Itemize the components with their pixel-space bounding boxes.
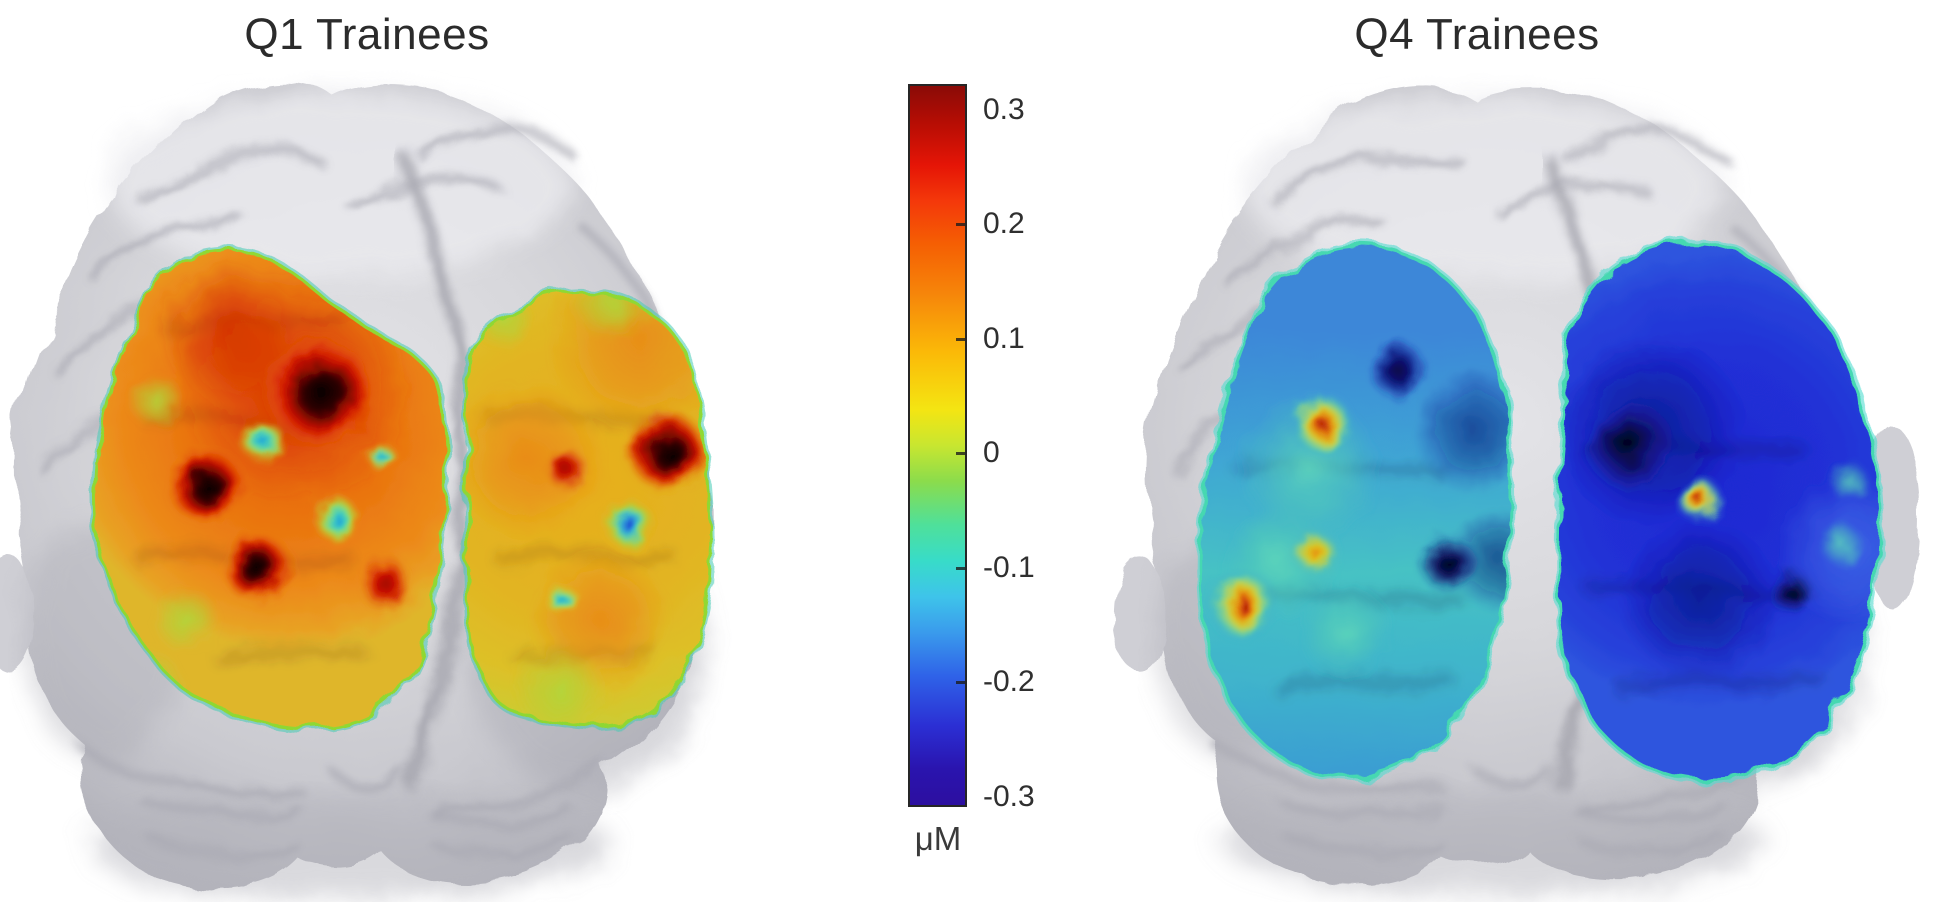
activation-spot-dark-smudge <box>1418 533 1478 593</box>
colorbar-tick-mark <box>956 567 965 570</box>
activation-spots-q4-left <box>1207 340 1510 695</box>
activation-spot-navy-wash <box>1448 508 1510 612</box>
activation-spot-navy-wash <box>1620 520 1780 680</box>
colorbar-tick-mark <box>956 223 965 226</box>
colorbar <box>908 84 967 807</box>
colorbar-tick-label: 0.1 <box>983 322 1025 355</box>
activation-spot-red-wash <box>158 262 298 402</box>
overlay-q4-left-hemisphere <box>1202 247 1552 775</box>
activation-spot-peak-red <box>358 556 414 612</box>
activation-spot-orange-on-blue <box>1292 529 1340 577</box>
activation-spot-orange-wash <box>468 382 606 538</box>
colorbar-tick-label: -0.2 <box>983 665 1035 698</box>
panel-title-q1: Q1 Trainees <box>244 10 490 59</box>
activation-spots-q1-right <box>468 293 710 725</box>
activation-spot-dip-cyan <box>312 494 360 542</box>
brain-q4 <box>1113 86 1927 897</box>
activation-spot-dip-cyan <box>241 419 285 463</box>
activation-spot-teal-patch <box>1828 460 1868 500</box>
activation-spot-dark-smudge <box>1585 400 1675 490</box>
activation-spot-green-patch <box>514 644 606 725</box>
activation-spot-peak-dark <box>221 532 293 604</box>
colorbar-unit-label: μM <box>914 820 962 857</box>
colorbar-tick-mark <box>956 452 965 455</box>
colorbar-tick-label: -0.1 <box>983 551 1035 584</box>
activation-spot-green-patch <box>572 293 652 342</box>
activation-spot-dip-navy <box>1368 340 1428 400</box>
activation-spot-orange-wash <box>547 293 710 435</box>
activation-spot-teal-patch <box>1820 523 1864 567</box>
activation-spot-peak-on-blue <box>1678 478 1722 522</box>
overlay-q4-right-hemisphere <box>1555 244 1927 779</box>
colorbar-tick-mark <box>956 681 965 684</box>
activation-spot-peak-red <box>543 446 587 490</box>
activation-spot-peak-dark <box>626 410 710 494</box>
colorbar-tick-label: 0.2 <box>983 207 1025 240</box>
activation-spot-teal-patch <box>1297 584 1393 680</box>
overlay-q1-right-hemisphere <box>450 245 737 736</box>
activation-spots-q4-right <box>1559 335 1879 695</box>
activation-spot-dip-cyan <box>546 584 578 616</box>
activation-spot-green-patch <box>128 372 184 428</box>
activation-spot-dip-blue <box>603 498 653 548</box>
colorbar-tick-label: 0.3 <box>983 93 1025 126</box>
colorbar-tick-label: -0.3 <box>983 780 1035 813</box>
activation-spot-peak-on-blue <box>1207 569 1279 641</box>
activation-spot-peak-dark <box>167 447 247 527</box>
colorbar-tick-label: 0 <box>983 436 1000 469</box>
colorbar-tick-mark <box>956 338 965 341</box>
activation-spot-peak-on-blue <box>1290 392 1354 456</box>
brain-q1 <box>0 81 737 900</box>
activation-spot-dip-cyan <box>366 441 394 469</box>
activation-spot-peak-dark <box>264 335 380 451</box>
activation-spot-green-patch <box>152 586 220 654</box>
panel-title-q4: Q4 Trainees <box>1354 10 1600 59</box>
